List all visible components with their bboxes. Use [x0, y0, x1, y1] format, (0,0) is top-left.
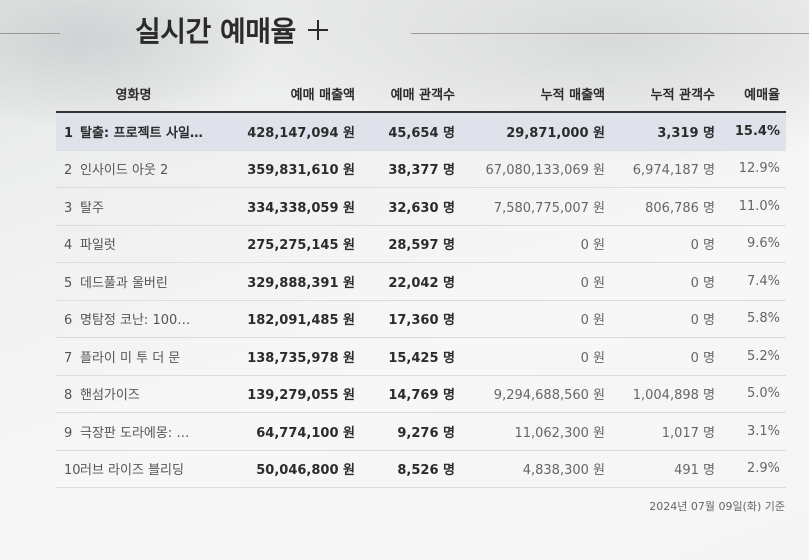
accumulated-audience: 491 명	[611, 450, 721, 488]
reservation-rate: 5.2%	[721, 337, 786, 376]
movie-title-link[interactable]: 러브 라이즈 블리딩	[80, 463, 184, 479]
col-header-acc-audience: 누적 관객수	[611, 76, 721, 113]
title-divider-right	[411, 33, 809, 34]
reservation-audience: 28,597 명	[361, 225, 461, 263]
reservation-sales: 329,888,391 원	[211, 262, 361, 301]
reservation-audience: 17,360 명	[361, 300, 461, 338]
col-header-audience: 예매 관객수	[361, 76, 461, 113]
accumulated-audience: 1,017 명	[611, 412, 721, 451]
reservation-audience: 15,425 명	[361, 337, 461, 376]
rank-number: 10	[64, 463, 81, 479]
table-row[interactable]: 9 극장판 도라에몽: … 64,774,100 원 9,276 명 11,062…	[56, 412, 786, 451]
table-header-row: 영화명 예매 매출액 예매 관객수 누적 매출액 누적 관객수 예매율	[56, 76, 786, 113]
movie-title-link[interactable]: 파일럿	[80, 238, 116, 254]
table-row[interactable]: 3 탈주 334,338,059 원 32,630 명 7,580,775,007…	[56, 187, 786, 226]
table-row[interactable]: 7 플라이 미 투 더 문 138,735,978 원 15,425 명 0 원 …	[56, 337, 786, 376]
accumulated-sales: 0 원	[461, 337, 611, 376]
reservation-audience: 38,377 명	[361, 150, 461, 188]
reservation-sales: 139,279,055 원	[211, 375, 361, 413]
rank-number: 3	[64, 200, 73, 216]
reservation-sales: 428,147,094 원	[211, 112, 361, 151]
rank-number: 5	[64, 275, 73, 291]
title-divider-left	[0, 33, 60, 34]
reservation-rate: 3.1%	[721, 412, 786, 451]
rank-number: 4	[64, 238, 73, 254]
movie-title-link[interactable]: 탈출: 프로젝트 사일…	[80, 125, 203, 141]
movie-title-link[interactable]: 탈주	[80, 200, 104, 216]
accumulated-audience: 3,319 명	[611, 112, 721, 151]
reservation-rate: 9.6%	[721, 225, 786, 263]
accumulated-audience: 0 명	[611, 262, 721, 301]
accumulated-audience: 806,786 명	[611, 187, 721, 226]
col-header-title: 영화명	[56, 76, 211, 113]
accumulated-audience: 1,004,898 명	[611, 375, 721, 413]
accumulated-audience: 6,974,187 명	[611, 150, 721, 188]
reservation-rate: 5.0%	[721, 375, 786, 413]
reservation-sales: 275,275,145 원	[211, 225, 361, 263]
rank-number: 1	[64, 125, 74, 141]
accumulated-audience: 0 명	[611, 300, 721, 338]
reservation-audience: 22,042 명	[361, 262, 461, 301]
accumulated-sales: 0 원	[461, 300, 611, 338]
reservation-rate: 7.4%	[721, 262, 786, 301]
section-title: 실시간 예매율	[135, 10, 328, 50]
reservation-audience: 9,276 명	[361, 412, 461, 451]
reservation-sales: 50,046,800 원	[211, 450, 361, 488]
reservation-sales: 138,735,978 원	[211, 337, 361, 376]
reservation-audience: 32,630 명	[361, 187, 461, 226]
accumulated-sales: 0 원	[461, 262, 611, 301]
reservation-sales: 359,831,610 원	[211, 150, 361, 188]
table-row[interactable]: 4 파일럿 275,275,145 원 28,597 명 0 원 0 명 9.6%	[56, 225, 786, 263]
reservation-rate: 2.9%	[721, 450, 786, 488]
accumulated-sales: 29,871,000 원	[461, 112, 611, 151]
col-header-sales: 예매 매출액	[211, 76, 361, 113]
accumulated-sales: 4,838,300 원	[461, 450, 611, 488]
movie-title-link[interactable]: 명탐정 코난: 100…	[80, 313, 191, 329]
table-row[interactable]: 5 데드풀과 울버린 329,888,391 원 22,042 명 0 원 0 명…	[56, 262, 786, 301]
rank-number: 2	[64, 163, 73, 179]
section-title-text: 실시간 예매율	[135, 15, 296, 48]
col-header-rate: 예매율	[721, 76, 786, 113]
reservation-sales: 334,338,059 원	[211, 187, 361, 226]
accumulated-sales: 9,294,688,560 원	[461, 375, 611, 413]
reservation-audience: 14,769 명	[361, 375, 461, 413]
accumulated-sales: 11,062,300 원	[461, 412, 611, 451]
reservation-rate: 5.8%	[721, 300, 786, 338]
rank-number: 7	[64, 350, 73, 366]
reservation-rank-table: 영화명 예매 매출액 예매 관객수 누적 매출액 누적 관객수 예매율 1 탈출:…	[56, 76, 786, 488]
reference-date: 2024년 07월 09일(화) 기준	[649, 500, 785, 513]
accumulated-sales: 67,080,133,069 원	[461, 150, 611, 188]
plus-icon[interactable]	[307, 20, 328, 40]
accumulated-audience: 0 명	[611, 225, 721, 263]
table-row[interactable]: 1 탈출: 프로젝트 사일… 428,147,094 원 45,654 명 29,…	[56, 112, 786, 151]
table-row[interactable]: 6 명탐정 코난: 100… 182,091,485 원 17,360 명 0 원…	[56, 300, 786, 338]
movie-title-link[interactable]: 핸섬가이즈	[80, 388, 140, 404]
reservation-rate: 12.9%	[721, 150, 786, 188]
reservation-rate: 11.0%	[721, 187, 786, 226]
rank-number: 9	[64, 425, 73, 441]
table-row[interactable]: 2 인사이드 아웃 2 359,831,610 원 38,377 명 67,080…	[56, 150, 786, 188]
movie-title-link[interactable]: 데드풀과 울버린	[80, 275, 168, 291]
table-row[interactable]: 10러브 라이즈 블리딩 50,046,800 원 8,526 명 4,838,…	[56, 450, 786, 488]
movie-title-link[interactable]: 극장판 도라에몽: …	[80, 425, 190, 441]
rank-number: 8	[64, 388, 73, 404]
reservation-sales: 64,774,100 원	[211, 412, 361, 451]
movie-title-link[interactable]: 인사이드 아웃 2	[80, 163, 169, 179]
accumulated-audience: 0 명	[611, 337, 721, 376]
accumulated-sales: 0 원	[461, 225, 611, 263]
reservation-audience: 45,654 명	[361, 112, 461, 151]
reservation-audience: 8,526 명	[361, 450, 461, 488]
col-header-acc-sales: 누적 매출액	[461, 76, 611, 113]
reservation-rate: 15.4%	[721, 112, 786, 151]
table-row[interactable]: 8 핸섬가이즈 139,279,055 원 14,769 명 9,294,688,…	[56, 375, 786, 413]
rank-number: 6	[64, 313, 73, 329]
movie-title-link[interactable]: 플라이 미 투 더 문	[80, 350, 181, 366]
title-row: 실시간 예매율	[0, 8, 809, 58]
reservation-sales: 182,091,485 원	[211, 300, 361, 338]
accumulated-sales: 7,580,775,007 원	[461, 187, 611, 226]
